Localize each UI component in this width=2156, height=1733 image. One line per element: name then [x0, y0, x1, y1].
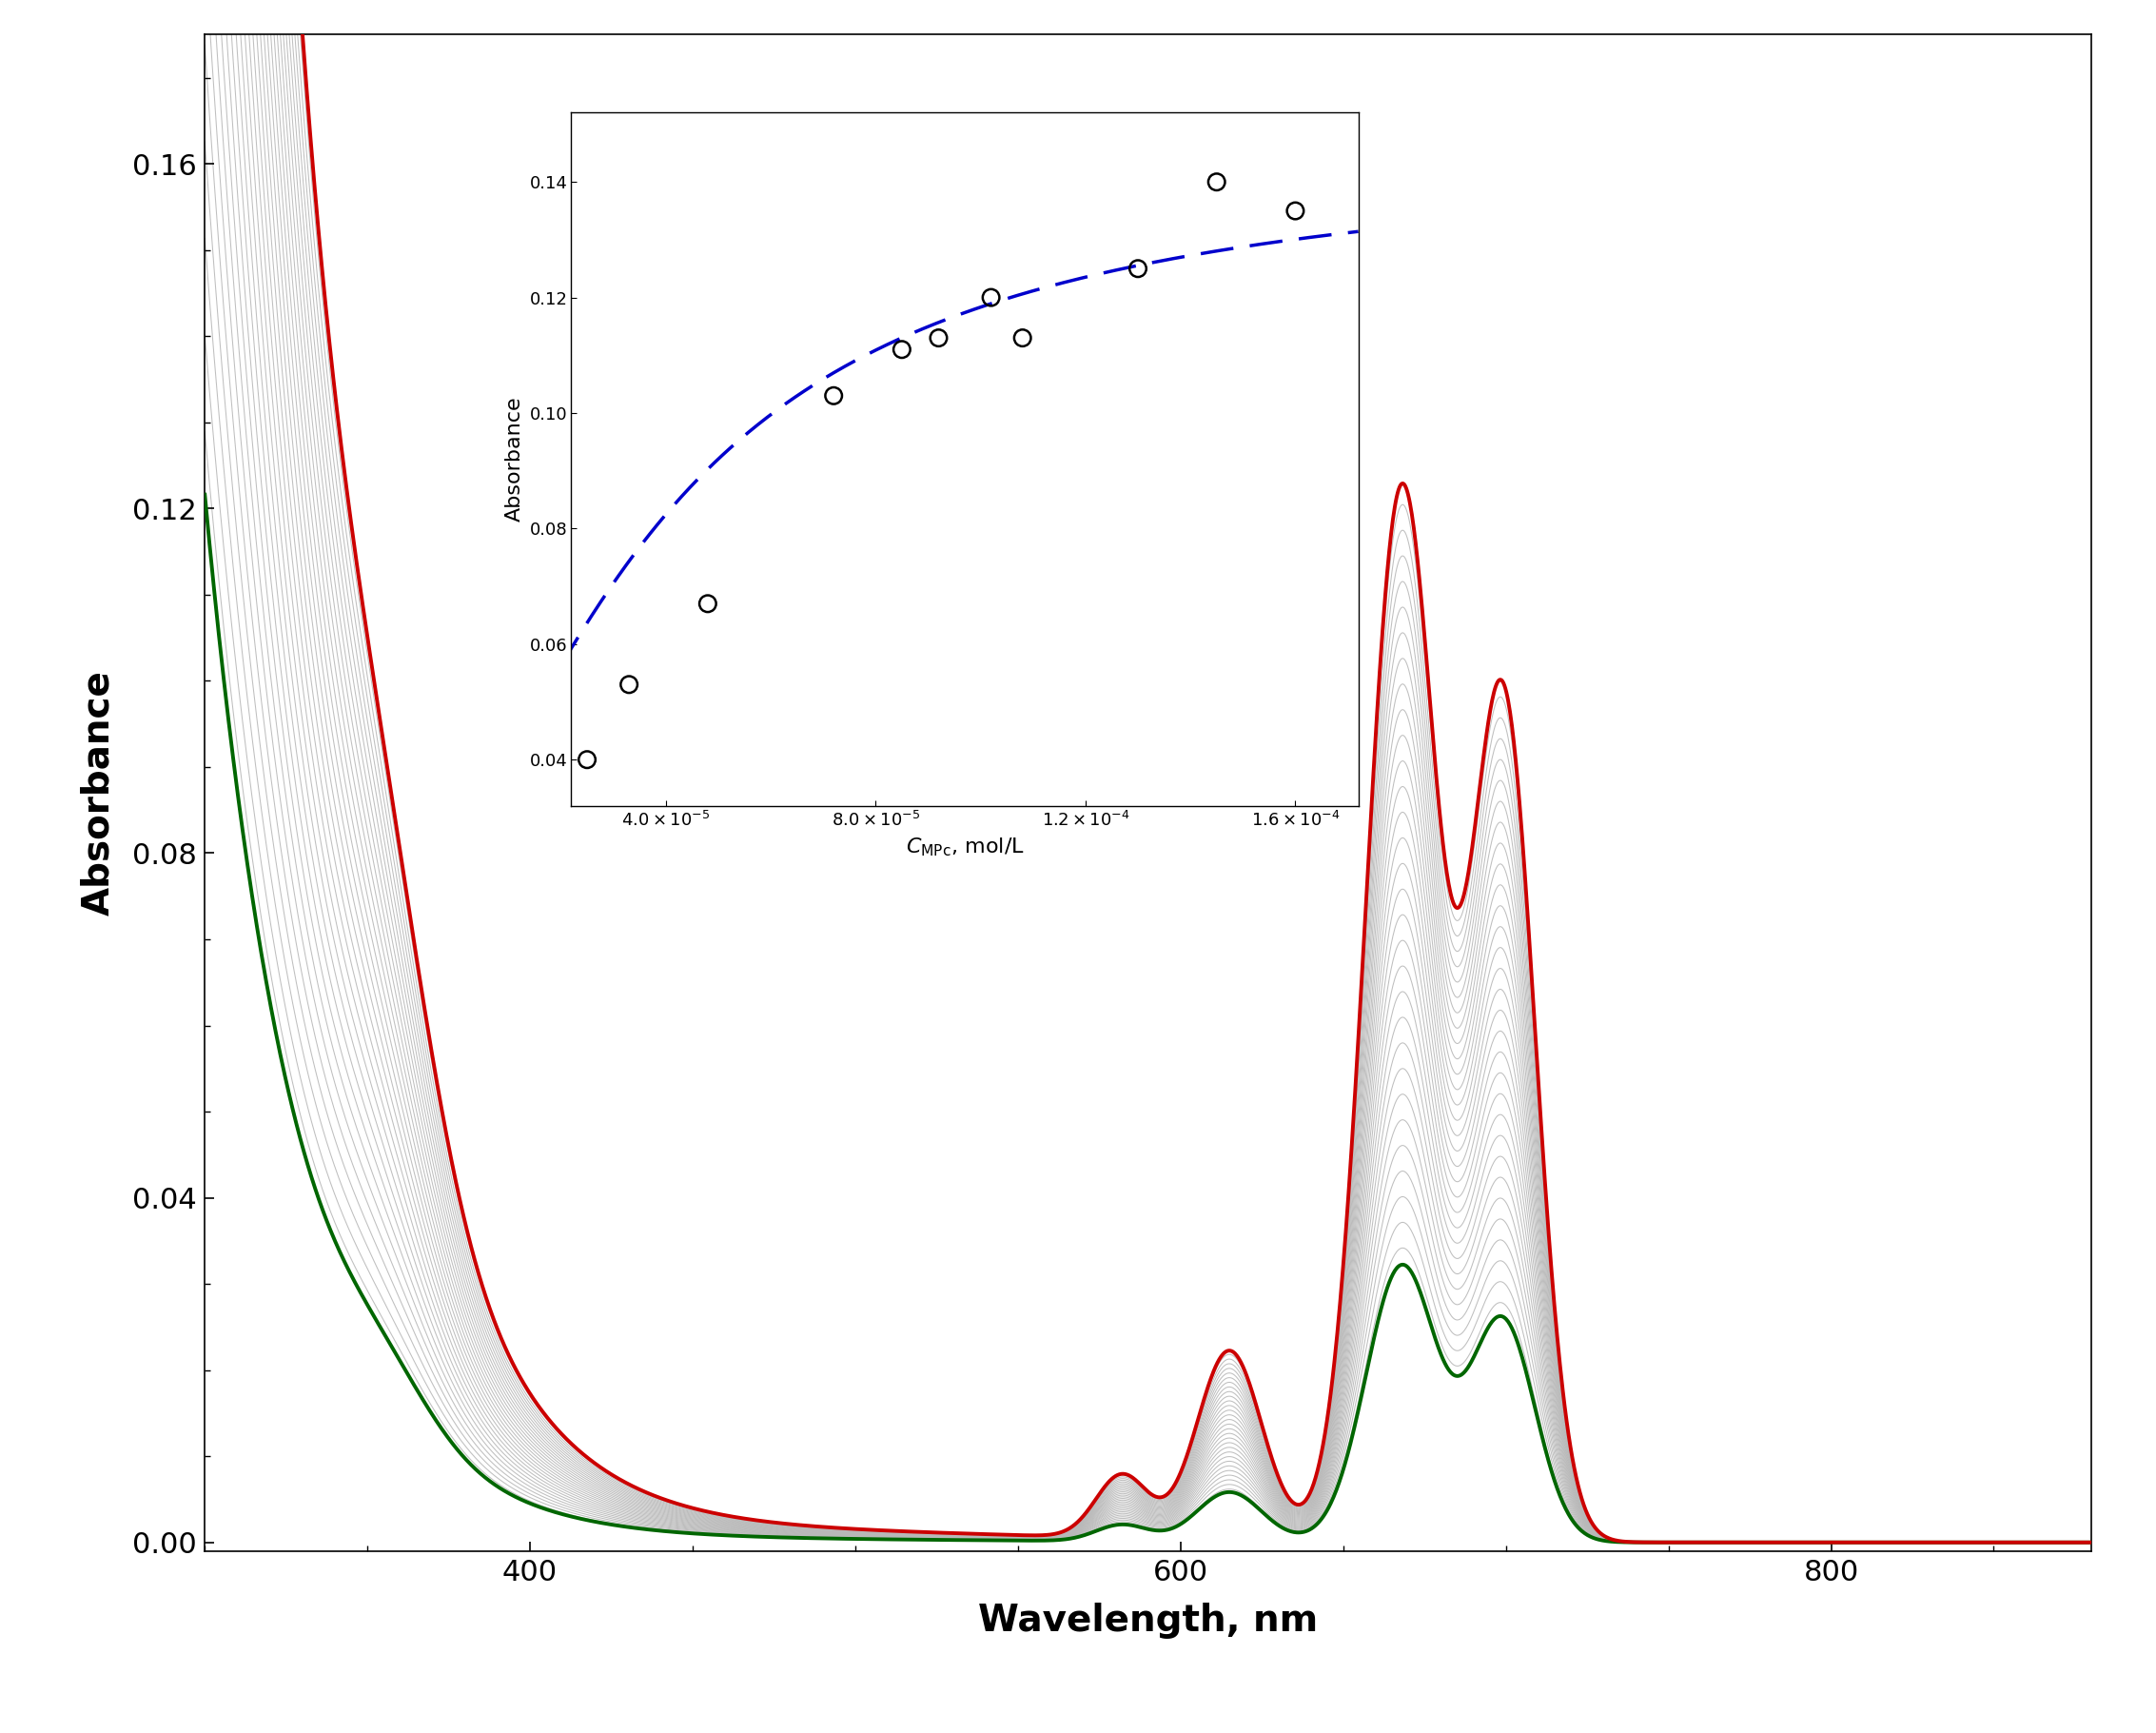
- Point: [1121, 255, 1156, 282]
- Point: [1279, 198, 1313, 225]
- Point: [975, 284, 1009, 312]
- Point: [817, 381, 852, 409]
- Y-axis label: Absorbance: Absorbance: [80, 671, 116, 915]
- Point: [884, 336, 918, 364]
- Point: [569, 745, 604, 773]
- Point: [612, 671, 647, 698]
- Point: [1005, 324, 1039, 352]
- X-axis label: Wavelength, nm: Wavelength, nm: [979, 1603, 1317, 1639]
- X-axis label: $C_{\mathrm{MPc}}$, mol/L: $C_{\mathrm{MPc}}$, mol/L: [906, 835, 1024, 858]
- Point: [921, 324, 955, 352]
- Point: [1199, 168, 1233, 196]
- Y-axis label: Absorbance: Absorbance: [505, 397, 524, 522]
- Point: [690, 589, 724, 617]
